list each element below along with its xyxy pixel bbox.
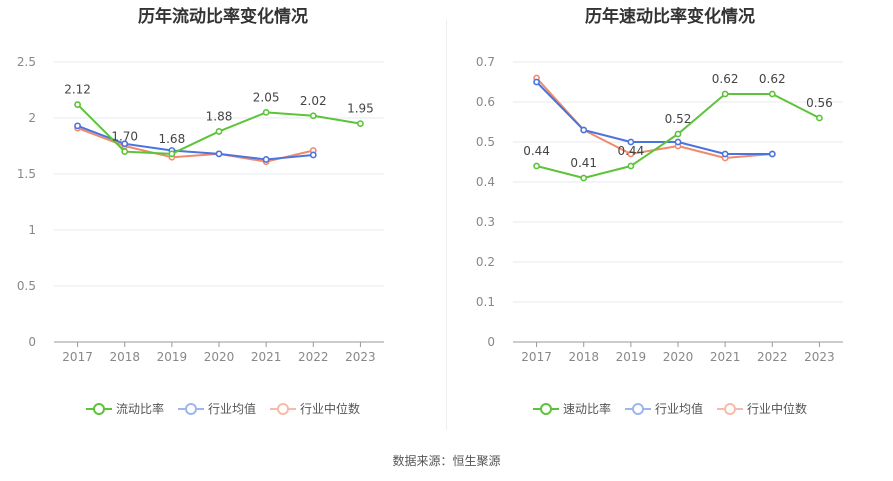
x-tick-label: 2023	[345, 350, 376, 364]
legend-item-industry-mean[interactable]: 行业均值	[177, 400, 256, 417]
chart-title: 历年速动比率变化情况	[585, 7, 755, 27]
y-tick-label: 0.2	[476, 255, 495, 269]
legend-item-current-ratio[interactable]: 流动比率	[85, 400, 164, 417]
data-label: 0.62	[712, 72, 739, 86]
data-point	[215, 128, 223, 135]
data-label: 1.95	[347, 102, 374, 116]
data-point	[721, 90, 729, 98]
x-tick-label: 2019	[616, 350, 647, 364]
data-point	[74, 101, 81, 108]
y-tick-label: 0.5	[17, 279, 36, 293]
data-label: 0.52	[665, 112, 692, 126]
legend-marker-icon	[270, 402, 296, 416]
legend-marker-icon	[532, 402, 559, 416]
data-label: 0.41	[570, 156, 597, 170]
data-label: 2.05	[253, 90, 280, 104]
data-point	[168, 150, 176, 158]
x-tick-label: 2018	[109, 350, 140, 364]
data-point	[768, 90, 776, 98]
panel-divider	[446, 20, 447, 430]
y-tick-label: 0.5	[476, 135, 495, 149]
data-label: 2.12	[64, 83, 91, 97]
data-point	[262, 156, 270, 163]
quick-ratio-chart-panel: 历年速动比率变化情况 0 0.1 0.2 0.3 0.4 0.5 0.6 0.7 2017 201…	[447, 0, 893, 440]
data-point	[309, 112, 317, 120]
data-point	[533, 162, 540, 170]
y-tick-label: 2	[28, 111, 36, 125]
x-tick-label: 2019	[157, 350, 188, 364]
legend-item-industry-mean[interactable]: 行业均值	[624, 400, 703, 417]
data-point	[674, 138, 682, 146]
y-tick-label: 1	[28, 223, 36, 237]
chart-legend: 流动比率 行业均值 行业中位数	[0, 400, 446, 417]
legend-marker-icon	[177, 402, 204, 416]
data-point	[121, 148, 129, 155]
x-tick-label: 2023	[804, 350, 835, 364]
y-tick-label: 0	[28, 335, 36, 349]
chart-title: 历年流动比率变化情况	[138, 7, 308, 27]
data-point	[627, 138, 635, 146]
data-label: 0.44	[617, 144, 644, 158]
legend-marker-icon	[624, 402, 651, 416]
data-label: 1.70	[111, 130, 138, 144]
data-label: 0.62	[759, 72, 786, 86]
data-point	[627, 150, 635, 158]
x-tick-label: 2018	[568, 350, 599, 364]
data-point	[74, 122, 81, 130]
x-tick-label: 2021	[251, 350, 282, 364]
y-tick-label: 1.5	[17, 167, 36, 181]
series-line	[535, 81, 773, 155]
data-label: 1.88	[206, 109, 233, 123]
legend-marker-icon	[85, 402, 112, 416]
legend-marker-icon	[717, 402, 743, 416]
data-label: 0.56	[806, 96, 833, 110]
data-point	[262, 109, 270, 116]
data-label: 1.68	[158, 132, 185, 146]
data-point	[121, 140, 129, 148]
data-point	[674, 130, 682, 138]
y-tick-label: 0.6	[476, 95, 495, 109]
data-point	[309, 151, 317, 159]
data-point	[816, 114, 823, 122]
x-tick-label: 2017	[62, 350, 93, 364]
legend-item-quick-ratio[interactable]: 速动比率	[532, 400, 611, 417]
series-line	[77, 124, 314, 161]
legend-label: 行业均值	[654, 402, 703, 416]
y-tick-label: 2.5	[17, 55, 36, 69]
data-point	[768, 150, 776, 158]
data-label: 0.44	[523, 144, 550, 158]
current-ratio-chart-panel: 历年流动比率变化情况 0 0.5 1 1.5 2 2.5 2017 2018 2019 2020 2…	[0, 0, 446, 440]
y-tick-label: 0.1	[476, 295, 495, 309]
data-point	[215, 150, 223, 158]
x-tick-label: 2021	[710, 350, 741, 364]
y-tick-label: 0.3	[476, 215, 495, 229]
data-point	[357, 120, 364, 127]
current-ratio-chart: 0 0.5 1 1.5 2 2.5 2017 2018 2019 2020 2021 2022 2023…	[17, 55, 384, 364]
quick-ratio-chart: 0 0.1 0.2 0.3 0.4 0.5 0.6 0.7 2017 2018 2019 2020 20…	[476, 55, 843, 364]
legend-label: 行业中位数	[747, 402, 808, 416]
legend-label: 速动比率	[562, 402, 611, 416]
x-tick-label: 2020	[663, 350, 694, 364]
x-tick-label: 2020	[204, 350, 235, 364]
y-tick-label: 0.7	[476, 55, 495, 69]
x-tick-label: 2017	[521, 350, 552, 364]
data-point	[580, 126, 588, 134]
legend-item-industry-median[interactable]: 行业中位数	[717, 400, 807, 417]
legend-label: 行业中位数	[300, 402, 361, 416]
legend-label: 行业均值	[207, 402, 256, 416]
data-source-note: 数据来源：恒生聚源	[392, 454, 501, 468]
x-tick-label: 2022	[298, 350, 329, 364]
data-label: 2.02	[300, 94, 327, 108]
legend-item-industry-median[interactable]: 行业中位数	[270, 400, 360, 417]
data-point	[580, 174, 588, 182]
x-tick-label: 2022	[757, 350, 788, 364]
y-tick-label: 0.4	[476, 175, 495, 189]
y-tick-label: 0	[487, 335, 495, 349]
data-point	[721, 150, 729, 158]
data-point	[627, 162, 635, 170]
chart-legend: 速动比率 行业均值 行业中位数	[447, 400, 893, 417]
data-point	[533, 78, 540, 86]
legend-label: 流动比率	[115, 402, 164, 416]
